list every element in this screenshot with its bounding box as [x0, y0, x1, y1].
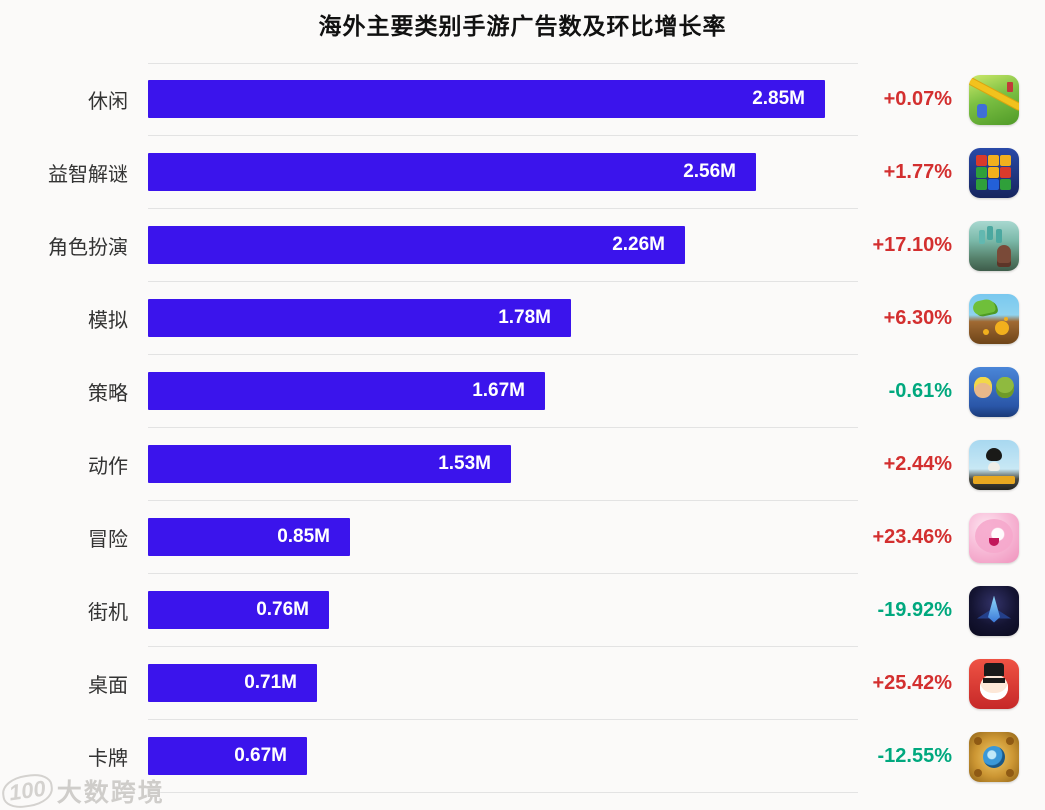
adventure-anime-girl-game-icon [969, 512, 1019, 563]
arcade-space-shooter-game-icon [969, 585, 1019, 636]
bar: 0.71M [148, 664, 317, 702]
chart-row: 策略 1.67M -0.61% [0, 355, 1045, 428]
bar: 1.78M [148, 299, 571, 337]
category-label: 益智解谜 [48, 164, 128, 186]
bar-value-label: 0.67M [234, 745, 287, 766]
bar-track: 0.67M [148, 720, 858, 793]
bar-value-label: 2.85M [752, 88, 805, 109]
category-label: 街机 [88, 602, 128, 624]
growth-rate-label: +0.07% [883, 88, 952, 110]
chart-row: 益智解谜 2.56M +1.77% [0, 136, 1045, 209]
growth-rate-label: +17.10% [872, 234, 952, 256]
bar: 0.85M [148, 518, 350, 556]
bar-track: 0.85M [148, 501, 858, 574]
card-hearthstone-game-icon [969, 731, 1019, 782]
board-monopoly-tycoon-game-icon [969, 658, 1019, 709]
bar: 1.67M [148, 372, 545, 410]
bar-track: 1.78M [148, 282, 858, 355]
growth-rate-label: +25.42% [872, 672, 952, 694]
bar-track: 0.71M [148, 647, 858, 720]
bar-track: 1.53M [148, 428, 858, 501]
growth-rate-label: -0.61% [888, 380, 952, 402]
simulation-digging-dragon-game-icon [969, 293, 1019, 344]
bar-value-label: 0.71M [244, 672, 297, 693]
category-label: 休闲 [88, 91, 128, 113]
category-label: 动作 [88, 456, 128, 478]
bar-value-label: 2.26M [612, 234, 665, 255]
growth-rate-label: +2.44% [883, 453, 952, 475]
bar-chart: 休闲 2.85M +0.07% 益智解谜 2.56M +1.77% 角色扮演 2… [0, 63, 1045, 793]
bar: 0.67M [148, 737, 307, 775]
category-label: 卡牌 [88, 748, 128, 770]
chart-row: 模拟 1.78M +6.30% [0, 282, 1045, 355]
bar-value-label: 0.76M [256, 599, 309, 620]
bar-track: 1.67M [148, 355, 858, 428]
category-label: 冒险 [88, 529, 128, 551]
bar-track: 2.85M [148, 63, 858, 136]
bar: 2.56M [148, 153, 756, 191]
bar-value-label: 1.53M [438, 453, 491, 474]
bar: 0.76M [148, 591, 329, 629]
casual-garden-pin-puzzle-game-icon [969, 74, 1019, 125]
chart-row: 卡牌 0.67M -12.55% [0, 720, 1045, 793]
growth-rate-label: -12.55% [877, 745, 953, 767]
bar: 2.85M [148, 80, 825, 118]
bar: 2.26M [148, 226, 685, 264]
bar: 1.53M [148, 445, 511, 483]
bar-track: 0.76M [148, 574, 858, 647]
bar-value-label: 1.67M [472, 380, 525, 401]
bar-value-label: 0.85M [277, 526, 330, 547]
category-label: 模拟 [88, 310, 128, 332]
chart-row: 桌面 0.71M +25.42% [0, 647, 1045, 720]
chart-row: 动作 1.53M +2.44% [0, 428, 1045, 501]
growth-rate-label: +6.30% [883, 307, 952, 329]
bar-value-label: 2.56M [683, 161, 736, 182]
growth-rate-label: -19.92% [877, 599, 953, 621]
chart-row: 休闲 2.85M +0.07% [0, 63, 1045, 136]
category-label: 角色扮演 [48, 237, 128, 259]
block-puzzle-game-icon [969, 147, 1019, 198]
category-label: 策略 [88, 383, 128, 405]
watermark-logo: 100 [0, 771, 55, 810]
watermark-text: 大数跨境 [56, 779, 165, 807]
chart-row: 冒险 0.85M +23.46% [0, 501, 1045, 574]
growth-rate-label: +1.77% [883, 161, 952, 183]
fantasy-rpg-game-icon [969, 220, 1019, 271]
watermark: 100 大数跨境 [0, 771, 165, 810]
chart-row: 角色扮演 2.26M +17.10% [0, 209, 1045, 282]
bar-track: 2.26M [148, 209, 858, 282]
bar-value-label: 1.78M [498, 307, 551, 328]
growth-rate-label: +23.46% [872, 526, 952, 548]
bar-track: 2.56M [148, 136, 858, 209]
chart-title: 海外主要类别手游广告数及环比增长率 [318, 13, 727, 39]
chart-row: 街机 0.76M -19.92% [0, 574, 1045, 647]
action-battlegrounds-shooter-game-icon [969, 439, 1019, 490]
category-label: 桌面 [88, 675, 128, 697]
strategy-clash-characters-game-icon [969, 366, 1019, 417]
